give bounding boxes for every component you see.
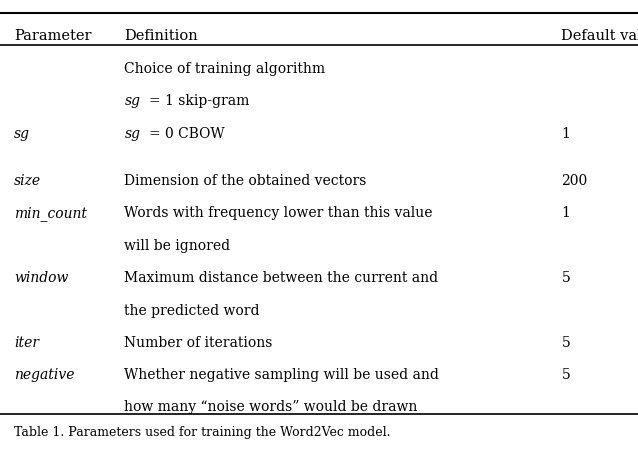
Text: Number of iterations: Number of iterations — [124, 336, 273, 350]
Text: 5: 5 — [561, 271, 570, 285]
Text: sg: sg — [124, 126, 140, 140]
Text: the predicted word: the predicted word — [124, 303, 260, 317]
Text: Parameter: Parameter — [14, 29, 91, 43]
Text: = 0 CBOW: = 0 CBOW — [149, 126, 225, 140]
Text: size: size — [14, 174, 41, 188]
Text: window: window — [14, 271, 68, 285]
Text: Table 1. Parameters used for training the Word2Vec model.: Table 1. Parameters used for training th… — [14, 425, 390, 438]
Text: Choice of training algorithm: Choice of training algorithm — [124, 62, 325, 76]
Text: 5: 5 — [561, 336, 570, 350]
Text: iter: iter — [14, 336, 39, 350]
Text: min_count: min_count — [14, 206, 87, 221]
Text: Default val: Default val — [561, 29, 638, 43]
Text: sg: sg — [14, 126, 30, 140]
Text: will be ignored: will be ignored — [124, 238, 230, 252]
Text: Whether negative sampling will be used and: Whether negative sampling will be used a… — [124, 368, 440, 382]
Text: 1: 1 — [561, 206, 570, 220]
Text: Words with frequency lower than this value: Words with frequency lower than this val… — [124, 206, 433, 220]
Text: Dimension of the obtained vectors: Dimension of the obtained vectors — [124, 174, 367, 188]
Text: 200: 200 — [561, 174, 588, 188]
Text: Maximum distance between the current and: Maximum distance between the current and — [124, 271, 438, 285]
Text: 1: 1 — [561, 126, 570, 140]
Text: = 1 skip-gram: = 1 skip-gram — [149, 94, 249, 108]
Text: 5: 5 — [561, 368, 570, 382]
Text: sg: sg — [124, 94, 140, 108]
Text: how many “noise words” would be drawn: how many “noise words” would be drawn — [124, 400, 418, 414]
Text: Definition: Definition — [124, 29, 198, 43]
Text: negative: negative — [14, 368, 75, 382]
